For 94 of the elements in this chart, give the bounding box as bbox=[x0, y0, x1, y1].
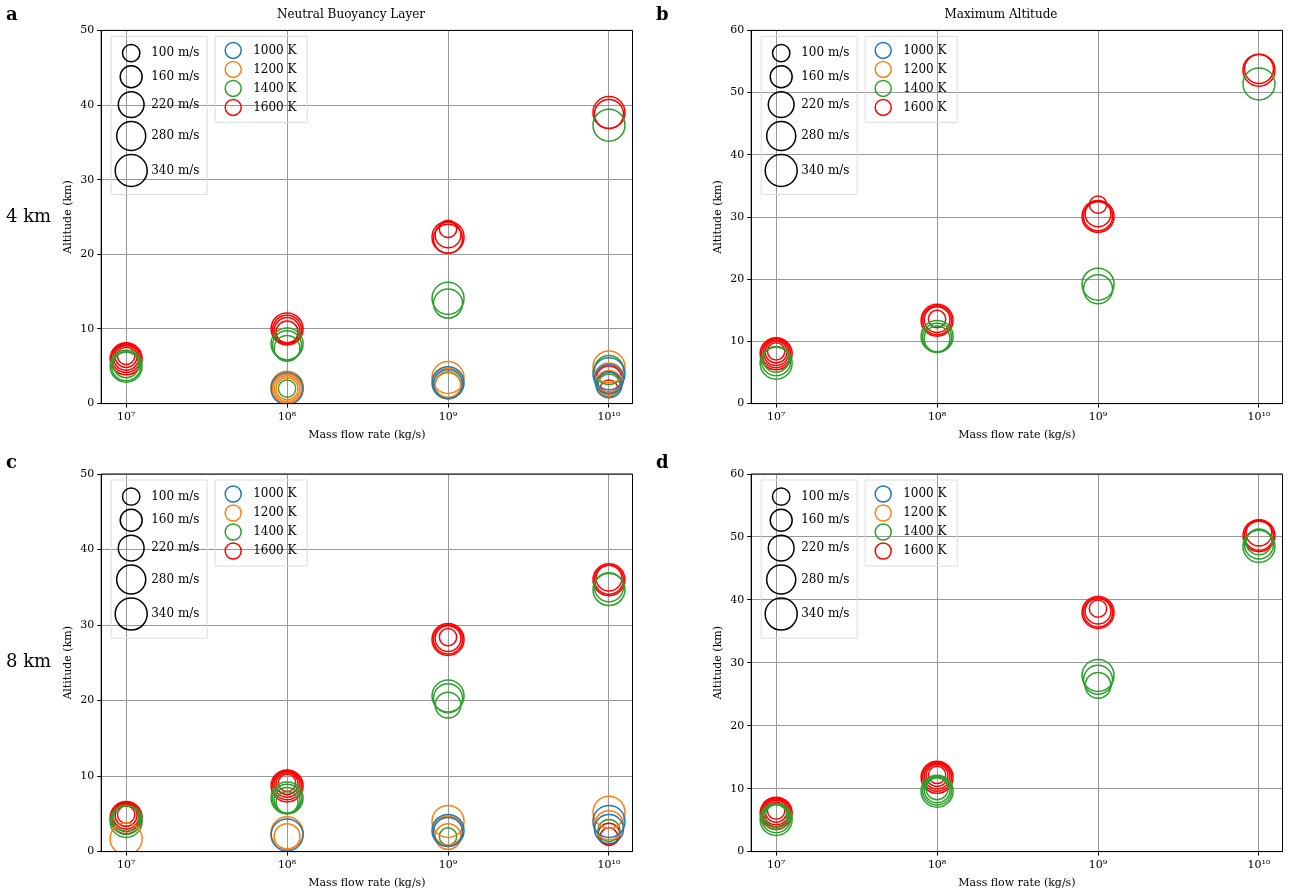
legend-label: 1600 K bbox=[253, 99, 298, 114]
y-axis-title: Altitude (km) bbox=[711, 180, 725, 255]
legend-label: 220 m/s bbox=[151, 96, 200, 111]
legend-label: 100 m/s bbox=[151, 488, 200, 503]
y-tick-label: 10 bbox=[80, 768, 95, 782]
x-tick-label: 10⁷ bbox=[766, 858, 786, 872]
y-axis-title: Altitude (km) bbox=[61, 180, 75, 255]
legend-label: 1400 K bbox=[903, 524, 948, 539]
legend-label: 340 m/s bbox=[801, 606, 850, 621]
y-tick-label: 30 bbox=[730, 655, 745, 669]
y-tick-label: 40 bbox=[730, 147, 745, 161]
x-tick-label: 10⁸ bbox=[277, 410, 297, 424]
x-tick-label: 10⁷ bbox=[116, 410, 136, 424]
legend-label: 220 m/s bbox=[801, 540, 850, 555]
y-tick-label: 10 bbox=[80, 321, 95, 335]
y-tick-label: 40 bbox=[80, 97, 95, 111]
legend-label: 1200 K bbox=[903, 61, 948, 76]
x-tick-label: 10⁸ bbox=[277, 858, 297, 872]
legend-label: 160 m/s bbox=[151, 512, 200, 527]
y-tick-label: 10 bbox=[730, 334, 745, 348]
x-tick-label: 10⁸ bbox=[927, 410, 947, 424]
legend-label: 100 m/s bbox=[801, 488, 850, 503]
legend-label: 280 m/s bbox=[801, 128, 850, 143]
y-tick-label: 40 bbox=[80, 542, 95, 556]
legend-label: 160 m/s bbox=[151, 68, 200, 83]
x-tick-label: 10⁹ bbox=[1088, 858, 1108, 872]
x-axis-title: Mass flow rate (kg/s) bbox=[958, 428, 1076, 442]
chart-title: Neutral Buoyancy Layer bbox=[276, 7, 426, 22]
y-tick-label: 60 bbox=[730, 23, 745, 37]
text: b bbox=[656, 2, 669, 24]
text: c bbox=[6, 450, 17, 472]
legend-label: 1200 K bbox=[253, 61, 298, 76]
y-tick-label: 50 bbox=[730, 85, 745, 99]
legend-label: 340 m/s bbox=[801, 162, 850, 177]
y-tick-label: 60 bbox=[730, 466, 745, 480]
legend-label: 1600 K bbox=[253, 543, 298, 558]
legend-label: 220 m/s bbox=[151, 540, 200, 555]
legend-label: 1400 K bbox=[903, 80, 948, 95]
legend-label: 160 m/s bbox=[801, 68, 850, 83]
x-tick-label: 10⁹ bbox=[438, 858, 458, 872]
legend-label: 1400 K bbox=[253, 80, 298, 95]
x-axis-title: Mass flow rate (kg/s) bbox=[958, 876, 1076, 890]
legend-label: 280 m/s bbox=[151, 571, 200, 586]
legend-label: 1200 K bbox=[903, 505, 948, 520]
y-axis-title: Altitude (km) bbox=[61, 625, 75, 701]
x-tick-label: 10¹⁰ bbox=[1247, 858, 1271, 872]
text: a bbox=[6, 2, 18, 24]
legend-label: 1600 K bbox=[903, 543, 948, 558]
x-tick-label: 10¹⁰ bbox=[597, 858, 621, 872]
legend-label: 1000 K bbox=[903, 42, 948, 57]
legend-label: 220 m/s bbox=[801, 96, 850, 111]
y-tick-label: 10 bbox=[730, 781, 745, 795]
legend-label: 340 m/s bbox=[151, 606, 200, 621]
y-tick-label: 0 bbox=[87, 844, 95, 858]
y-tick-label: 40 bbox=[730, 592, 745, 606]
legend-label: 280 m/s bbox=[801, 571, 850, 586]
legend-label: 1000 K bbox=[253, 42, 298, 57]
x-tick-label: 10¹⁰ bbox=[597, 410, 621, 424]
chart-title: Maximum Altitude bbox=[944, 7, 1058, 22]
y-tick-label: 0 bbox=[87, 396, 95, 410]
y-tick-label: 0 bbox=[737, 396, 745, 410]
legend-label: 340 m/s bbox=[151, 162, 200, 177]
text: 4 km bbox=[6, 204, 52, 226]
legend-label: 1000 K bbox=[253, 486, 298, 501]
y-tick-label: 30 bbox=[80, 617, 95, 631]
y-tick-label: 50 bbox=[80, 23, 95, 37]
legend-label: 280 m/s bbox=[151, 128, 200, 143]
y-tick-label: 50 bbox=[80, 466, 95, 480]
legend-label: 100 m/s bbox=[151, 45, 200, 60]
legend-label: 100 m/s bbox=[801, 45, 850, 60]
x-tick-label: 10⁷ bbox=[766, 410, 786, 424]
text: d bbox=[656, 450, 669, 472]
y-tick-label: 30 bbox=[730, 209, 745, 223]
y-tick-label: 30 bbox=[80, 172, 95, 186]
x-tick-label: 10⁸ bbox=[927, 858, 947, 872]
x-axis-title: Mass flow rate (kg/s) bbox=[308, 428, 426, 442]
x-tick-label: 10⁹ bbox=[438, 410, 458, 424]
legend-label: 1600 K bbox=[903, 99, 948, 114]
x-tick-label: 10⁹ bbox=[1088, 410, 1108, 424]
y-tick-label: 20 bbox=[730, 718, 745, 732]
legend-label: 1200 K bbox=[253, 505, 298, 520]
y-tick-label: 20 bbox=[730, 272, 745, 286]
legend-label: 160 m/s bbox=[801, 512, 850, 527]
y-tick-label: 0 bbox=[737, 844, 745, 858]
y-axis-title: Altitude (km) bbox=[711, 625, 725, 701]
y-tick-label: 50 bbox=[730, 529, 745, 543]
x-tick-label: 10⁷ bbox=[116, 858, 136, 872]
x-axis-title: Mass flow rate (kg/s) bbox=[308, 876, 426, 890]
legend-label: 1400 K bbox=[253, 524, 298, 539]
x-tick-label: 10¹⁰ bbox=[1247, 410, 1271, 424]
y-tick-label: 20 bbox=[80, 247, 95, 261]
legend-label: 1000 K bbox=[903, 486, 948, 501]
y-tick-label: 20 bbox=[80, 693, 95, 707]
text: 8 km bbox=[6, 650, 52, 672]
